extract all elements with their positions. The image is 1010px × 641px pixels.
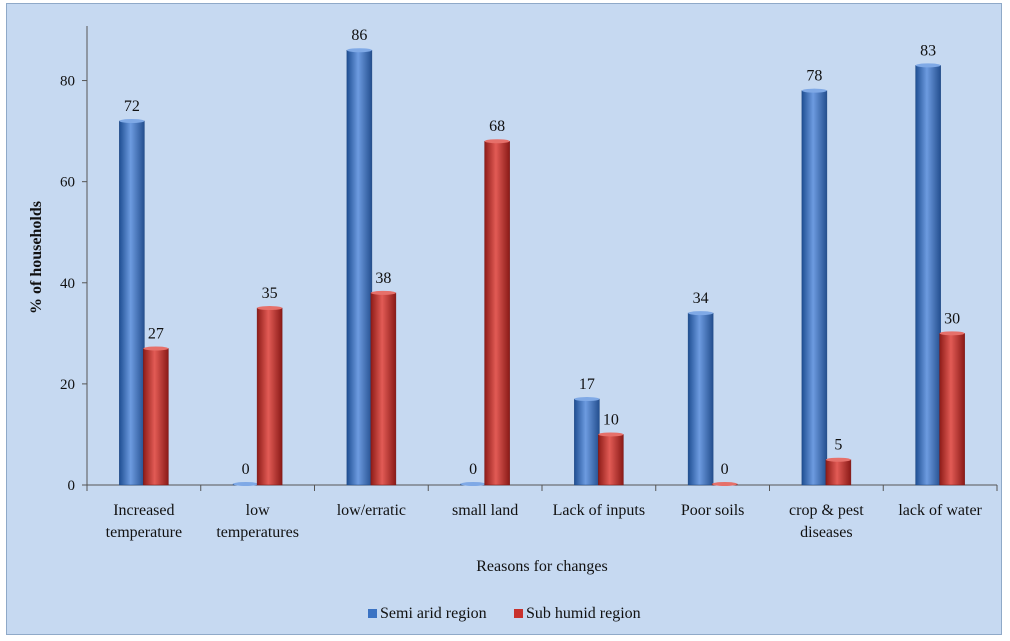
bar-sub-humid bbox=[370, 292, 397, 486]
bar-cap-semi-arid bbox=[346, 48, 372, 53]
legend-label-sub-humid: Sub humid region bbox=[526, 605, 641, 622]
data-label-semi-arid: 17 bbox=[579, 376, 595, 393]
bar-cap-semi-arid bbox=[460, 482, 486, 486]
y-tick-label: 40 bbox=[60, 276, 75, 292]
bar-cap-semi-arid bbox=[574, 397, 600, 402]
legend-label-semi-arid: Semi arid region bbox=[380, 605, 487, 622]
bar-semi-arid bbox=[346, 49, 373, 486]
data-label-sub-humid: 35 bbox=[262, 285, 278, 302]
bar-cap-sub-humid bbox=[712, 482, 738, 486]
x-category-label: low bbox=[246, 502, 270, 519]
bar-cap-sub-humid bbox=[939, 331, 965, 336]
bar-cap-sub-humid bbox=[484, 139, 510, 144]
data-label-sub-humid: 27 bbox=[148, 326, 164, 343]
legend-swatch-sub-humid bbox=[514, 609, 523, 618]
bar-cap-semi-arid bbox=[688, 311, 714, 316]
bar-sub-humid bbox=[484, 140, 510, 486]
bar-cap-sub-humid bbox=[370, 290, 396, 295]
bar-sub-humid bbox=[939, 333, 965, 486]
bar-sub-humid bbox=[825, 459, 852, 486]
bar-semi-arid bbox=[801, 90, 828, 486]
x-category-label: crop & pest bbox=[789, 502, 864, 519]
bar-cap-semi-arid bbox=[801, 88, 827, 93]
x-category-label: Poor soils bbox=[681, 502, 745, 519]
legend: Semi arid region Sub humid region bbox=[368, 605, 641, 622]
x-category-label: diseases bbox=[800, 524, 852, 541]
bar-chart: 0 20 40 60 80 72 27 Increased temperature 0 35 low… bbox=[28, 26, 998, 622]
bar-semi-arid bbox=[574, 398, 600, 486]
data-label-semi-arid: 72 bbox=[124, 98, 140, 115]
bars bbox=[119, 48, 965, 486]
data-label-sub-humid: 68 bbox=[489, 118, 505, 135]
x-category-label: temperatures bbox=[216, 524, 299, 541]
bar-semi-arid bbox=[119, 120, 145, 486]
data-label-sub-humid: 5 bbox=[834, 437, 842, 454]
bar-cap-sub-humid bbox=[598, 432, 624, 437]
bar-cap-semi-arid bbox=[233, 482, 259, 486]
x-axis-title: Reasons for changes bbox=[476, 558, 608, 575]
y-axis-title: % of households bbox=[28, 201, 45, 314]
bar-sub-humid bbox=[143, 348, 169, 486]
data-label-sub-humid: 10 bbox=[603, 411, 619, 428]
bar-semi-arid bbox=[687, 312, 714, 486]
y-tick-label: 60 bbox=[60, 175, 75, 191]
bar-sub-humid bbox=[256, 307, 283, 486]
data-label-semi-arid: 78 bbox=[806, 68, 822, 85]
data-label-sub-humid: 38 bbox=[375, 270, 391, 287]
bar-sub-humid bbox=[598, 434, 624, 486]
bar-cap-semi-arid bbox=[119, 119, 145, 123]
chart-frame: 0 20 40 60 80 72 27 Increased temperature 0 35 low… bbox=[6, 3, 1002, 635]
data-label-sub-humid: 30 bbox=[944, 310, 960, 327]
bar-cap-sub-humid bbox=[143, 346, 169, 351]
labels: 72 27 Increased temperature 0 35 low temperatur… bbox=[106, 27, 983, 541]
data-label-sub-humid: 0 bbox=[721, 461, 729, 478]
bar-cap-sub-humid bbox=[257, 306, 283, 311]
x-category-label: Increased bbox=[113, 502, 174, 519]
data-label-semi-arid: 0 bbox=[242, 461, 250, 478]
data-label-semi-arid: 34 bbox=[693, 290, 709, 307]
x-category-label: low/erratic bbox=[337, 502, 406, 519]
bar-cap-sub-humid bbox=[825, 457, 851, 462]
y-tick-label: 20 bbox=[60, 377, 75, 393]
y-tick-label: 0 bbox=[68, 478, 76, 494]
data-label-semi-arid: 83 bbox=[920, 42, 936, 59]
bar-cap-semi-arid bbox=[915, 63, 941, 68]
x-category-label: lack of water bbox=[898, 502, 982, 519]
legend-swatch-semi-arid bbox=[368, 609, 377, 618]
x-category-label: Lack of inputs bbox=[553, 502, 645, 519]
axes: 0 20 40 60 80 bbox=[60, 26, 998, 494]
y-tick-label: 80 bbox=[60, 74, 75, 90]
x-category-label: small land bbox=[452, 502, 518, 519]
bar-semi-arid bbox=[915, 65, 941, 486]
data-label-semi-arid: 0 bbox=[469, 461, 477, 478]
data-label-semi-arid: 86 bbox=[351, 27, 367, 44]
x-category-label: temperature bbox=[106, 524, 182, 541]
